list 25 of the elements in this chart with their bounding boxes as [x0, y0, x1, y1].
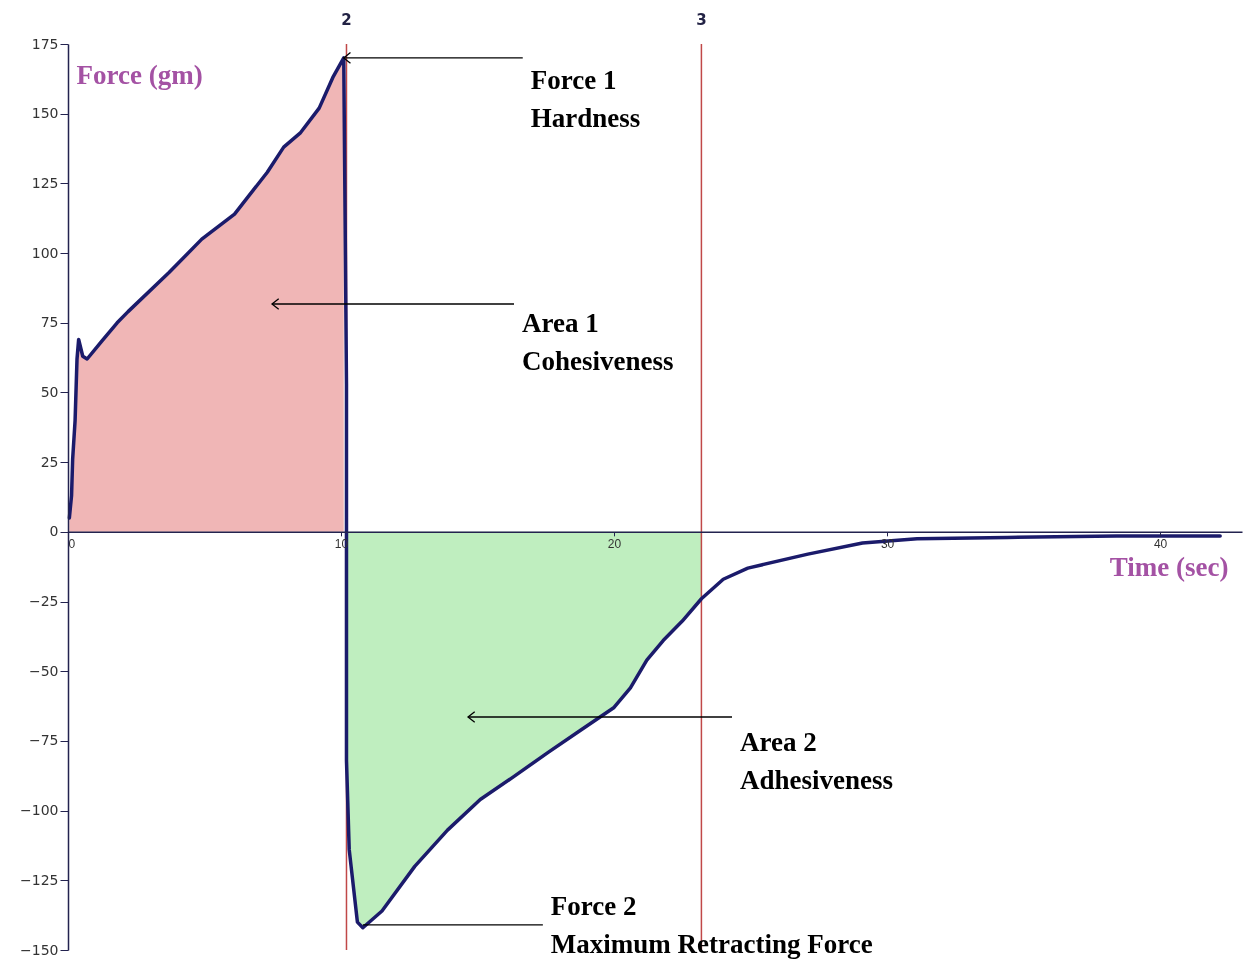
- y-tick-label: −150: [20, 941, 59, 958]
- y-tick-label: −125: [20, 871, 59, 888]
- annotation: 3: [696, 11, 707, 29]
- x-axis-title: Time (sec): [1109, 552, 1229, 583]
- annotation: Area 1 Cohesiveness: [522, 308, 674, 376]
- annotation: Area 2 Adhesiveness: [740, 727, 894, 795]
- y-tick-label: 100: [31, 244, 59, 261]
- annotation: 2: [341, 11, 352, 29]
- y-axis-title: Force (gm): [76, 59, 203, 90]
- x-tick-label: 40: [1153, 537, 1168, 552]
- y-tick-label: 25: [40, 453, 59, 470]
- y-tick-label: 50: [40, 383, 59, 400]
- y-tick-label: 125: [31, 174, 59, 191]
- y-tick-label: 150: [31, 105, 59, 122]
- x-tick-label: 0: [68, 537, 76, 552]
- annotation: Force 2 Maximum Retracting Force: [550, 890, 873, 959]
- y-tick-label: −75: [28, 732, 59, 749]
- y-tick-label: 75: [40, 314, 59, 331]
- y-tick-label: −100: [20, 802, 59, 819]
- y-tick-label: 0: [49, 523, 59, 540]
- annotation: Force 1 Hardness: [530, 64, 641, 133]
- y-tick-label: −25: [28, 593, 59, 610]
- x-tick-label: 20: [607, 537, 622, 552]
- y-tick-label: −50: [28, 662, 59, 679]
- y-tick-label: 175: [31, 35, 59, 52]
